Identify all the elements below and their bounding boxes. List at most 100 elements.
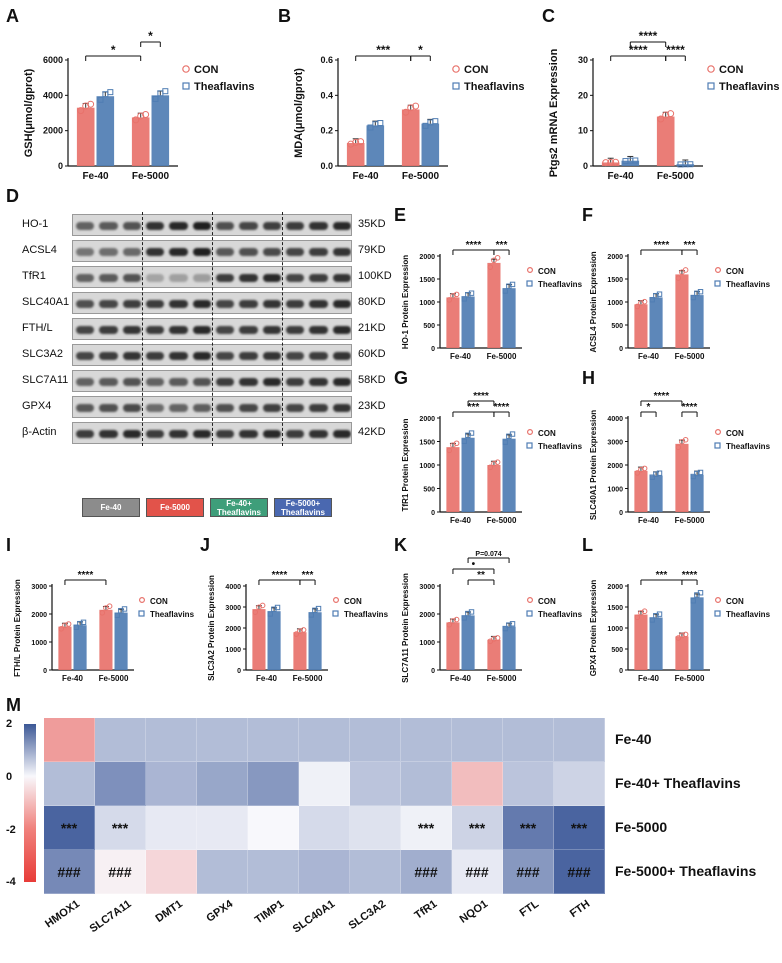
legend-tf-label: Theaflavins bbox=[150, 610, 195, 619]
heatmap-column-label: DMT1 bbox=[152, 898, 185, 926]
y-axis-label: SLC40A1 Protein Expression bbox=[589, 410, 598, 520]
x-tick-label: Fe-5000 bbox=[675, 352, 705, 361]
bar bbox=[487, 262, 501, 348]
data-point bbox=[675, 635, 682, 641]
bar bbox=[634, 470, 648, 512]
blot-band bbox=[99, 274, 118, 282]
y-tick-label: 0.0 bbox=[320, 161, 333, 171]
data-point bbox=[506, 622, 512, 628]
sig-label: *** bbox=[656, 570, 668, 581]
y-tick-label: 2000 bbox=[43, 126, 63, 136]
blot-band bbox=[99, 326, 118, 334]
data-point bbox=[649, 297, 655, 303]
y-tick-label: 3000 bbox=[225, 605, 241, 612]
heatmap-colorbar bbox=[24, 724, 36, 883]
x-tick-label: Fe-40 bbox=[450, 352, 471, 361]
blot-band bbox=[122, 430, 141, 438]
data-point bbox=[694, 470, 700, 477]
blot-band bbox=[262, 248, 281, 256]
bar bbox=[676, 164, 695, 166]
blot-band bbox=[169, 404, 188, 412]
y-tick-label: 4000 bbox=[43, 90, 63, 100]
heatmap-cell bbox=[44, 762, 95, 806]
legend-tf-label: Theaflavins bbox=[344, 610, 389, 619]
legend-tf-label: Theaflavins bbox=[538, 280, 582, 289]
bar bbox=[675, 443, 689, 512]
blot-band bbox=[216, 300, 235, 308]
chart-gsh: GSH(μmol/gprot) 0 2000 4000 6000 Fe-40 Fe-5000… bbox=[23, 29, 255, 182]
blot-band bbox=[239, 404, 258, 412]
data-point bbox=[494, 635, 501, 641]
blot-band bbox=[309, 222, 328, 230]
y-tick-label: 1500 bbox=[419, 277, 435, 284]
data-point bbox=[634, 470, 641, 476]
blot-band bbox=[122, 300, 141, 308]
y-tick-label: 0 bbox=[619, 510, 623, 517]
blot-band bbox=[99, 300, 118, 308]
data-point bbox=[137, 112, 145, 120]
y-tick-label: 3000 bbox=[31, 584, 47, 591]
y-tick-label: 1000 bbox=[31, 640, 47, 647]
blot-band bbox=[262, 430, 281, 438]
blot-band bbox=[99, 378, 118, 386]
bar bbox=[487, 465, 501, 512]
blot-band bbox=[169, 352, 188, 360]
blot-band bbox=[216, 248, 235, 256]
heatmap-cell bbox=[44, 718, 95, 762]
x-tick-label: Fe-40 bbox=[62, 674, 83, 683]
legend-con-marker bbox=[527, 266, 534, 273]
x-tick-label: Fe-40 bbox=[638, 516, 659, 525]
blot-band bbox=[169, 222, 188, 230]
legend-tf-marker bbox=[714, 610, 721, 617]
panel-letter-d: D bbox=[6, 186, 19, 206]
y-tick-label: 4000 bbox=[607, 416, 623, 423]
colorbar-tick-label: 0 bbox=[6, 770, 13, 783]
data-point bbox=[502, 439, 508, 445]
blot-band bbox=[286, 274, 305, 282]
legend-con-label: CON bbox=[538, 597, 556, 606]
blot-band bbox=[122, 404, 141, 412]
sig-label: * bbox=[647, 402, 651, 413]
panel-letter-m: M bbox=[6, 695, 21, 715]
heatmap-row-label: Fe-40 bbox=[615, 731, 652, 747]
heatmap-cell: ### bbox=[554, 850, 605, 894]
blot-band bbox=[239, 378, 258, 386]
y-tick-label: 500 bbox=[423, 323, 435, 330]
blot-band bbox=[122, 326, 141, 334]
data-point bbox=[65, 621, 72, 627]
blot-band bbox=[216, 378, 235, 386]
sig-label: • bbox=[472, 559, 476, 570]
bar bbox=[487, 639, 501, 670]
blot-band bbox=[122, 352, 141, 360]
blot-band bbox=[146, 248, 165, 256]
y-tick-label: 0.4 bbox=[320, 90, 333, 100]
heatmap-cell bbox=[248, 718, 299, 762]
blot-band bbox=[309, 430, 328, 438]
data-point bbox=[402, 108, 410, 116]
panel-letter-e: E bbox=[394, 205, 407, 225]
heatmap-cell bbox=[146, 762, 197, 806]
blot-band bbox=[239, 430, 258, 438]
chart-tfr1: TfR1 Protein Expression 0 500 1000 1500 2000 F… bbox=[401, 391, 582, 525]
data-point bbox=[649, 474, 655, 480]
panel-letter-l: L bbox=[582, 535, 593, 555]
blot-group-label: Fe-5000+ Theaflavins bbox=[274, 498, 332, 517]
x-tick-label: Fe-5000 bbox=[402, 171, 440, 182]
y-tick-label: 1500 bbox=[419, 440, 435, 447]
data-point bbox=[274, 604, 281, 611]
blot-band bbox=[286, 248, 305, 256]
blot-band bbox=[262, 300, 281, 308]
blot-band bbox=[286, 300, 305, 308]
legend-con-label: CON bbox=[344, 597, 362, 606]
data-point bbox=[446, 297, 453, 303]
blot-band bbox=[76, 404, 95, 412]
blot-band bbox=[76, 352, 95, 360]
heatmap-cell bbox=[554, 718, 605, 762]
y-tick-label: 3000 bbox=[419, 584, 435, 591]
legend-con-marker bbox=[715, 596, 722, 603]
legend-con-marker bbox=[707, 65, 715, 73]
panel-letter-g: G bbox=[394, 368, 409, 388]
legend-tf-marker bbox=[452, 82, 460, 90]
blot-band bbox=[76, 300, 95, 308]
heatmap-cell bbox=[401, 762, 452, 806]
